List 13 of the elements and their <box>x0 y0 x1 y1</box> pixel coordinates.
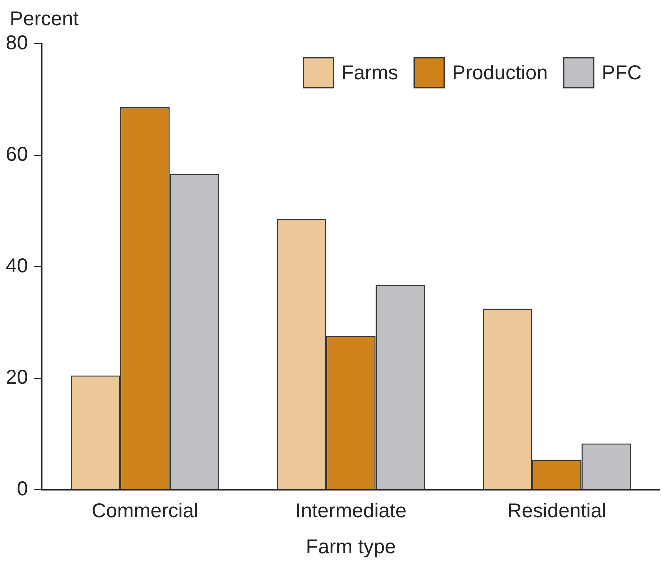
x-tick-label: Residential <box>508 500 607 523</box>
x-tick-label: Commercial <box>92 500 199 523</box>
y-tick-label: 20 <box>6 367 28 390</box>
y-tick-label: 40 <box>6 256 28 278</box>
y-tick-label: 60 <box>6 144 28 166</box>
y-axis-title: Percent <box>10 8 80 31</box>
y-tick-label: 80 <box>6 32 28 55</box>
legend-label: Production <box>452 62 548 85</box>
y-tick-label: 0 <box>17 478 28 501</box>
x-axis-title: Farm type <box>306 536 396 559</box>
x-tick-label: Intermediate <box>296 500 407 523</box>
legend-label: Farms <box>342 62 398 85</box>
legend-label: PFC <box>602 62 642 85</box>
